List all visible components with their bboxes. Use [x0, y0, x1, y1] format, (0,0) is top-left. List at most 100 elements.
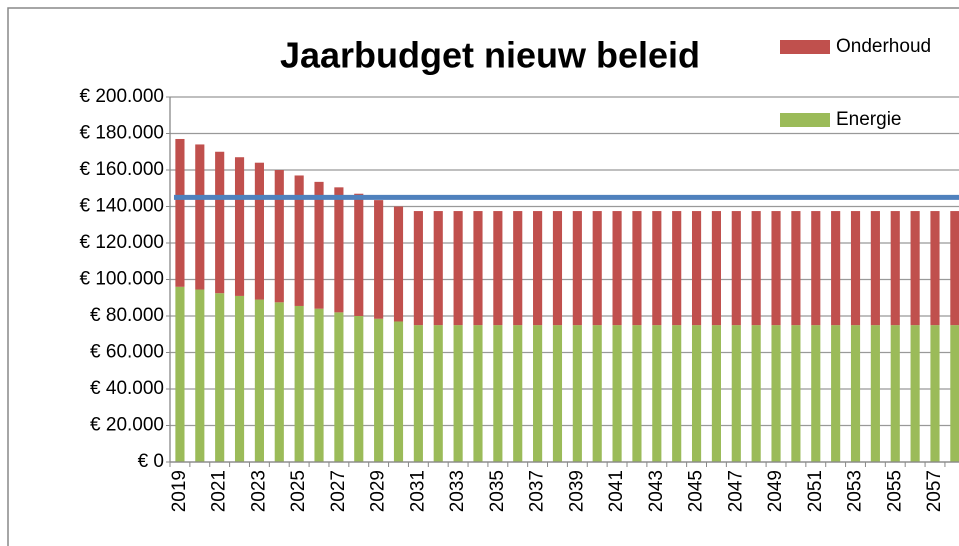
- bar-segment: [354, 316, 364, 462]
- bar-segment: [254, 299, 264, 462]
- bar-segment: [930, 211, 940, 326]
- x-tick-label: 2021: [209, 470, 230, 512]
- bar-segment: [433, 211, 443, 326]
- bar-segment: [831, 211, 841, 326]
- bar-segment: [612, 325, 622, 462]
- bar-segment: [572, 325, 582, 462]
- y-tick-label: € 0: [138, 451, 164, 472]
- bar-segment: [672, 211, 682, 326]
- bar-segment: [433, 325, 443, 462]
- bar-segment: [274, 302, 284, 462]
- x-tick-label: 2047: [725, 470, 746, 512]
- bar-segment: [910, 211, 920, 326]
- bar-segment: [513, 211, 523, 326]
- x-tick-label: 2025: [288, 470, 309, 512]
- bar-segment: [374, 318, 384, 462]
- bar-segment: [691, 211, 702, 326]
- x-tick-label: 2055: [884, 470, 905, 512]
- bar-segment: [393, 321, 404, 462]
- bar-segment: [950, 211, 959, 326]
- bar-segment: [294, 175, 304, 306]
- bar-segment: [751, 325, 761, 462]
- x-tick-label: 2033: [447, 470, 468, 512]
- bar-segment: [215, 151, 225, 294]
- bar-segment: [811, 211, 821, 326]
- bar-segment: [751, 211, 761, 326]
- bar-segment: [592, 325, 602, 462]
- bar-segment: [950, 325, 959, 462]
- bar-segment: [890, 325, 900, 462]
- chart-frame: [7, 7, 959, 546]
- legend-label: Onderhoud: [836, 36, 931, 57]
- bar-segment: [791, 211, 801, 326]
- bar-segment: [413, 211, 423, 326]
- x-tick-label: 2019: [169, 470, 190, 512]
- bar-segment: [533, 325, 543, 462]
- bar-segment: [711, 325, 721, 462]
- y-tick-label: € 60.000: [90, 342, 164, 363]
- bar-segment: [334, 312, 344, 462]
- bar-segment: [731, 211, 741, 326]
- y-tick-label: € 20.000: [90, 415, 164, 436]
- y-tick-label: € 120.000: [79, 232, 164, 253]
- x-tick-label: 2037: [527, 470, 548, 512]
- bar-segment: [175, 286, 185, 462]
- bar-segment: [234, 157, 245, 296]
- bar-segment: [652, 211, 662, 326]
- y-tick-label: € 180.000: [79, 123, 164, 144]
- bar-segment: [930, 325, 940, 462]
- y-tick-label: € 80.000: [90, 305, 164, 326]
- y-tick-label: € 160.000: [79, 159, 164, 180]
- bar-segment: [314, 308, 324, 462]
- bar-segment: [691, 325, 702, 462]
- legend-swatch: [780, 113, 830, 127]
- x-tick-label: 2043: [646, 470, 667, 512]
- bar-segment: [652, 325, 662, 462]
- bar-segment: [890, 211, 900, 326]
- x-tick-label: 2027: [328, 470, 349, 512]
- bar-segment: [870, 211, 880, 326]
- x-tick-label: 2041: [606, 470, 627, 512]
- bar-segment: [175, 138, 185, 287]
- bar-segment: [672, 325, 682, 462]
- x-tick-label: 2023: [248, 470, 269, 512]
- bar-segment: [552, 325, 563, 462]
- bar-segment: [473, 211, 483, 326]
- bar-segment: [493, 325, 503, 462]
- bar-segment: [850, 211, 861, 326]
- x-tick-label: 2035: [487, 470, 508, 512]
- bar-segment: [374, 200, 384, 319]
- bar-segment: [831, 325, 841, 462]
- bar-segment: [473, 325, 483, 462]
- bar-segment: [215, 293, 225, 462]
- x-tick-label: 2049: [765, 470, 786, 512]
- bar-segment: [453, 211, 463, 326]
- x-tick-label: 2053: [845, 470, 866, 512]
- bar-segment: [195, 289, 205, 462]
- bar-segment: [274, 170, 284, 303]
- legend-label: Energie: [836, 109, 902, 130]
- y-tick-label: € 40.000: [90, 378, 164, 399]
- y-tick-label: € 200.000: [79, 86, 164, 107]
- bar-segment: [334, 187, 344, 313]
- bar-segment: [393, 206, 404, 322]
- bar-segment: [850, 325, 861, 462]
- x-tick-label: 2057: [924, 470, 945, 512]
- bar-segment: [314, 181, 324, 309]
- chart-title: Jaarbudget nieuw beleid: [280, 35, 700, 76]
- bar-segment: [254, 162, 264, 300]
- legend-swatch: [780, 40, 830, 54]
- bar-segment: [234, 295, 245, 462]
- x-tick-label: 2045: [686, 470, 707, 512]
- bar-segment: [572, 211, 582, 326]
- x-tick-label: 2031: [407, 470, 428, 512]
- bar-segment: [592, 211, 602, 326]
- bar-segment: [533, 211, 543, 326]
- bar-segment: [771, 325, 781, 462]
- bar-segment: [413, 325, 423, 462]
- bar-segment: [731, 325, 741, 462]
- bar-segment: [910, 325, 920, 462]
- bar-segment: [632, 211, 642, 326]
- bar-segment: [195, 144, 205, 290]
